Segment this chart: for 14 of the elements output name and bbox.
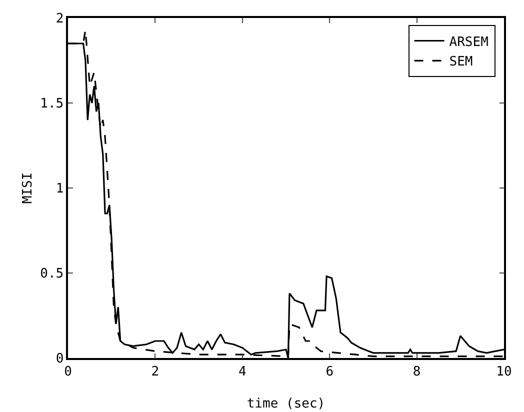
- y-axis-title: MISI: [20, 172, 36, 204]
- legend-label: SEM: [449, 54, 473, 70]
- x-tick-label: 10: [496, 364, 512, 380]
- y-tick-label: 2: [56, 12, 64, 27]
- x-tick-label: 4: [238, 364, 246, 380]
- y-tick-label: 1: [56, 182, 64, 197]
- x-tick-label: 8: [412, 364, 421, 380]
- y-tick-label: 0.5: [40, 266, 64, 282]
- y-tick-label: 1.5: [40, 96, 64, 112]
- x-axis-title: time (sec): [246, 396, 326, 412]
- legend-label: ARSEM: [449, 34, 489, 50]
- x-tick-label: 6: [326, 364, 334, 380]
- x-tick-label: 2: [151, 364, 160, 380]
- y-tick-label: 0: [56, 352, 64, 367]
